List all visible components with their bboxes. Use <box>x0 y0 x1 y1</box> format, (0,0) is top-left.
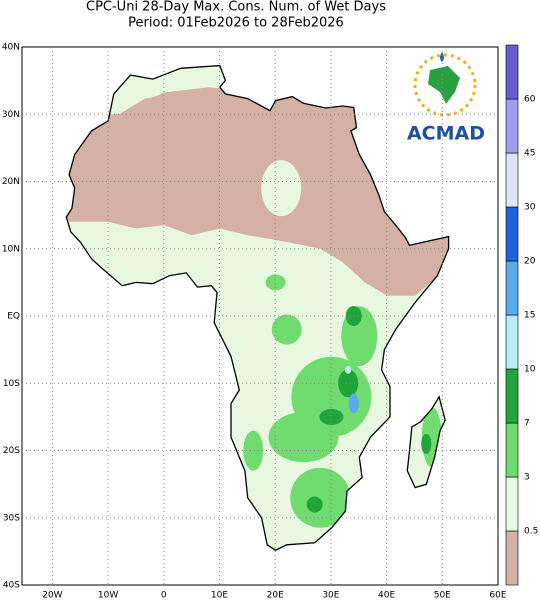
lon-label: 30E <box>322 591 339 600</box>
lon-label: 0 <box>161 591 167 600</box>
colorbar: 0.5 3 7 10 15 20 30 45 60 <box>505 44 538 586</box>
acmad-logo: ACMAD <box>407 52 485 145</box>
colorbar-swatch <box>505 206 519 262</box>
colorbar-swatch <box>505 260 519 316</box>
very-wet-patch <box>338 369 359 398</box>
colorbar-label: 7 <box>524 419 530 429</box>
lon-label: 20W <box>42 591 62 600</box>
logo-africa <box>428 66 460 104</box>
very-wet-patch <box>421 433 432 454</box>
very-wet-patch <box>306 496 323 513</box>
colorbar-swatch <box>505 530 519 586</box>
lat-label: 20S <box>3 446 20 456</box>
colorbar-swatch <box>505 368 519 424</box>
logo-text: ACMAD <box>407 123 485 145</box>
lat-label: 30N <box>2 110 20 120</box>
lon-label: 40E <box>378 591 395 600</box>
colorbar-label: 20 <box>524 257 536 267</box>
lat-label: 40N <box>2 43 20 53</box>
colorbar-swatch <box>505 422 519 478</box>
title-line2: Period: 01Feb2026 to 28Feb2026 <box>128 16 344 31</box>
very-wet-patch <box>345 306 362 326</box>
lon-label: 10E <box>211 591 228 600</box>
logo-sun <box>413 53 477 117</box>
wet-patch <box>261 160 302 217</box>
wet-patch <box>271 314 302 345</box>
colorbar-swatch <box>505 314 519 370</box>
axes: 40N 30N 20N 10N EQ 10S 20S 30S 40S 20W 10W 0 10E 20E 3… <box>2 43 507 600</box>
wet-patch <box>265 274 286 291</box>
lat-label: EQ <box>7 312 20 322</box>
colorbar-swatch <box>505 98 519 154</box>
colorbar-swatch <box>505 44 519 100</box>
colorbar-label: 3 <box>524 473 530 483</box>
lat-label: 10N <box>2 244 20 254</box>
blue-patch <box>345 365 352 374</box>
lon-label: 20E <box>267 591 284 600</box>
lat-label: 30S <box>3 513 20 523</box>
lat-label: 10S <box>3 379 20 389</box>
wet-patch <box>243 430 264 471</box>
wet-patch <box>290 467 351 528</box>
madagascar-coast <box>406 395 446 489</box>
colorbar-label: 60 <box>524 95 536 105</box>
logo-drop <box>440 52 444 62</box>
wet-patch <box>268 412 339 463</box>
colorbar-label: 30 <box>524 203 536 213</box>
lon-label: 60E <box>489 591 506 600</box>
very-wet-patch <box>319 408 344 425</box>
colorbar-label: 10 <box>524 365 536 375</box>
lon-label: 50E <box>434 591 451 600</box>
title-line1: CPC-Uni 28-Day Max. Cons. Num. of Wet Da… <box>86 0 386 15</box>
colorbar-label: 15 <box>524 311 535 321</box>
lat-label: 40S <box>3 581 20 591</box>
colorbar-label: 0.5 <box>524 527 538 537</box>
colorbar-label: 45 <box>524 149 535 159</box>
colorbar-swatch <box>505 476 519 532</box>
colorbar-swatch <box>505 152 519 208</box>
africa-coast <box>65 64 450 551</box>
blue-patch <box>348 393 359 414</box>
lon-label: 10W <box>98 591 118 600</box>
lat-label: 20N <box>2 177 20 187</box>
